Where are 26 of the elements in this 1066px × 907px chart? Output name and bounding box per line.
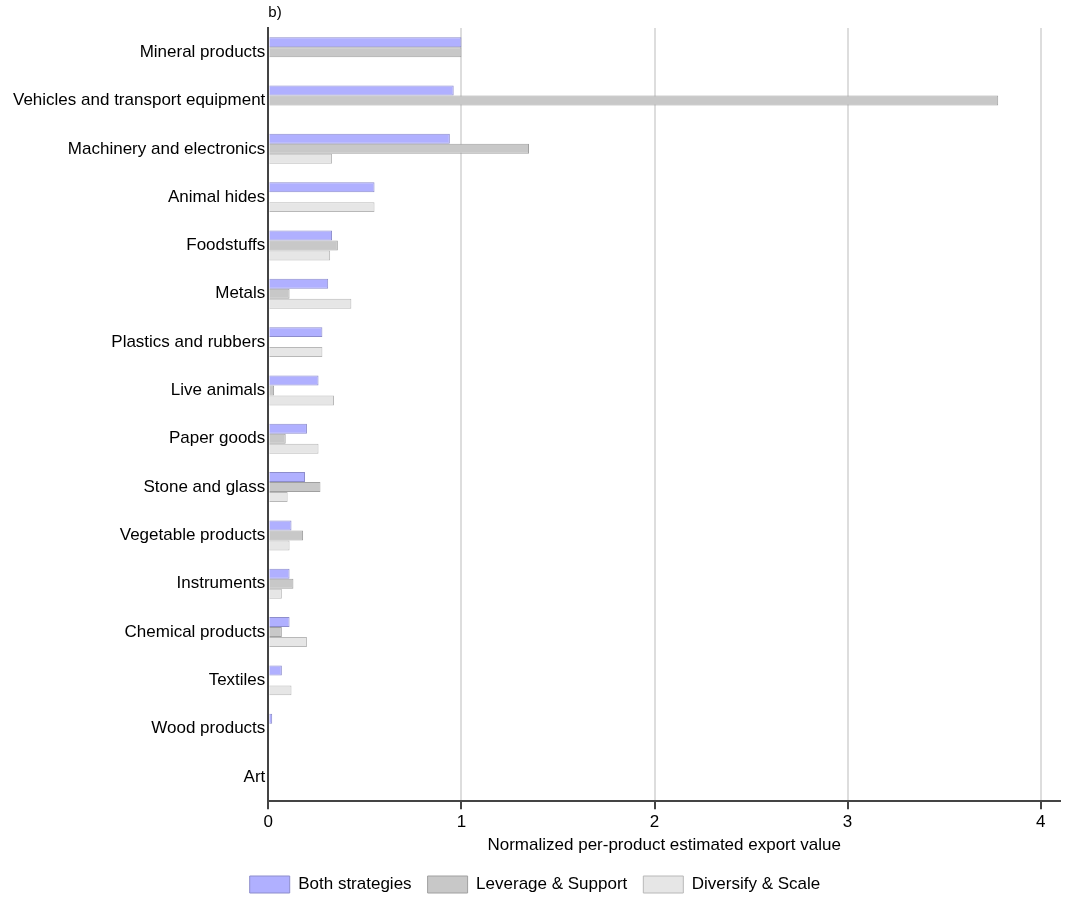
x-tick-label: 2 — [649, 812, 660, 832]
x-tick-label: 1 — [456, 812, 467, 832]
y-tick-label: Wood products — [151, 718, 266, 738]
y-tick-label: Chemical products — [124, 621, 266, 641]
y-tick-label: Plastics and rubbers — [111, 331, 266, 351]
y-tick-label: Textiles — [208, 670, 266, 690]
y-tick-label: Foodstuffs — [186, 235, 266, 255]
y-tick-label: Vegetable products — [119, 525, 266, 545]
y-tick-label: Instruments — [176, 573, 266, 593]
y-tick-label: Stone and glass — [143, 476, 266, 496]
y-tick-label: Vehicles and transport equipment — [13, 90, 266, 110]
y-tick-label: Live animals — [170, 380, 266, 400]
chart-title: b) — [268, 3, 282, 21]
legend-label: Diversify & Scale — [691, 874, 821, 894]
y-tick-label: Mineral products — [139, 41, 266, 61]
y-tick-label: Paper goods — [168, 428, 266, 448]
y-tick-label: Metals — [215, 283, 266, 303]
x-tick-label: 0 — [263, 812, 274, 832]
legend-label: Leverage & Support — [476, 874, 628, 894]
y-tick-label: Machinery and electronics — [67, 138, 266, 158]
y-tick-label: Art — [243, 766, 266, 786]
y-tick-label: Animal hides — [168, 186, 266, 206]
x-tick-label: 4 — [1035, 812, 1046, 832]
legend-label: Both strategies — [298, 874, 412, 894]
x-axis-title: Normalized per-product estimated export value — [487, 835, 841, 855]
x-tick-label: 3 — [842, 812, 853, 832]
